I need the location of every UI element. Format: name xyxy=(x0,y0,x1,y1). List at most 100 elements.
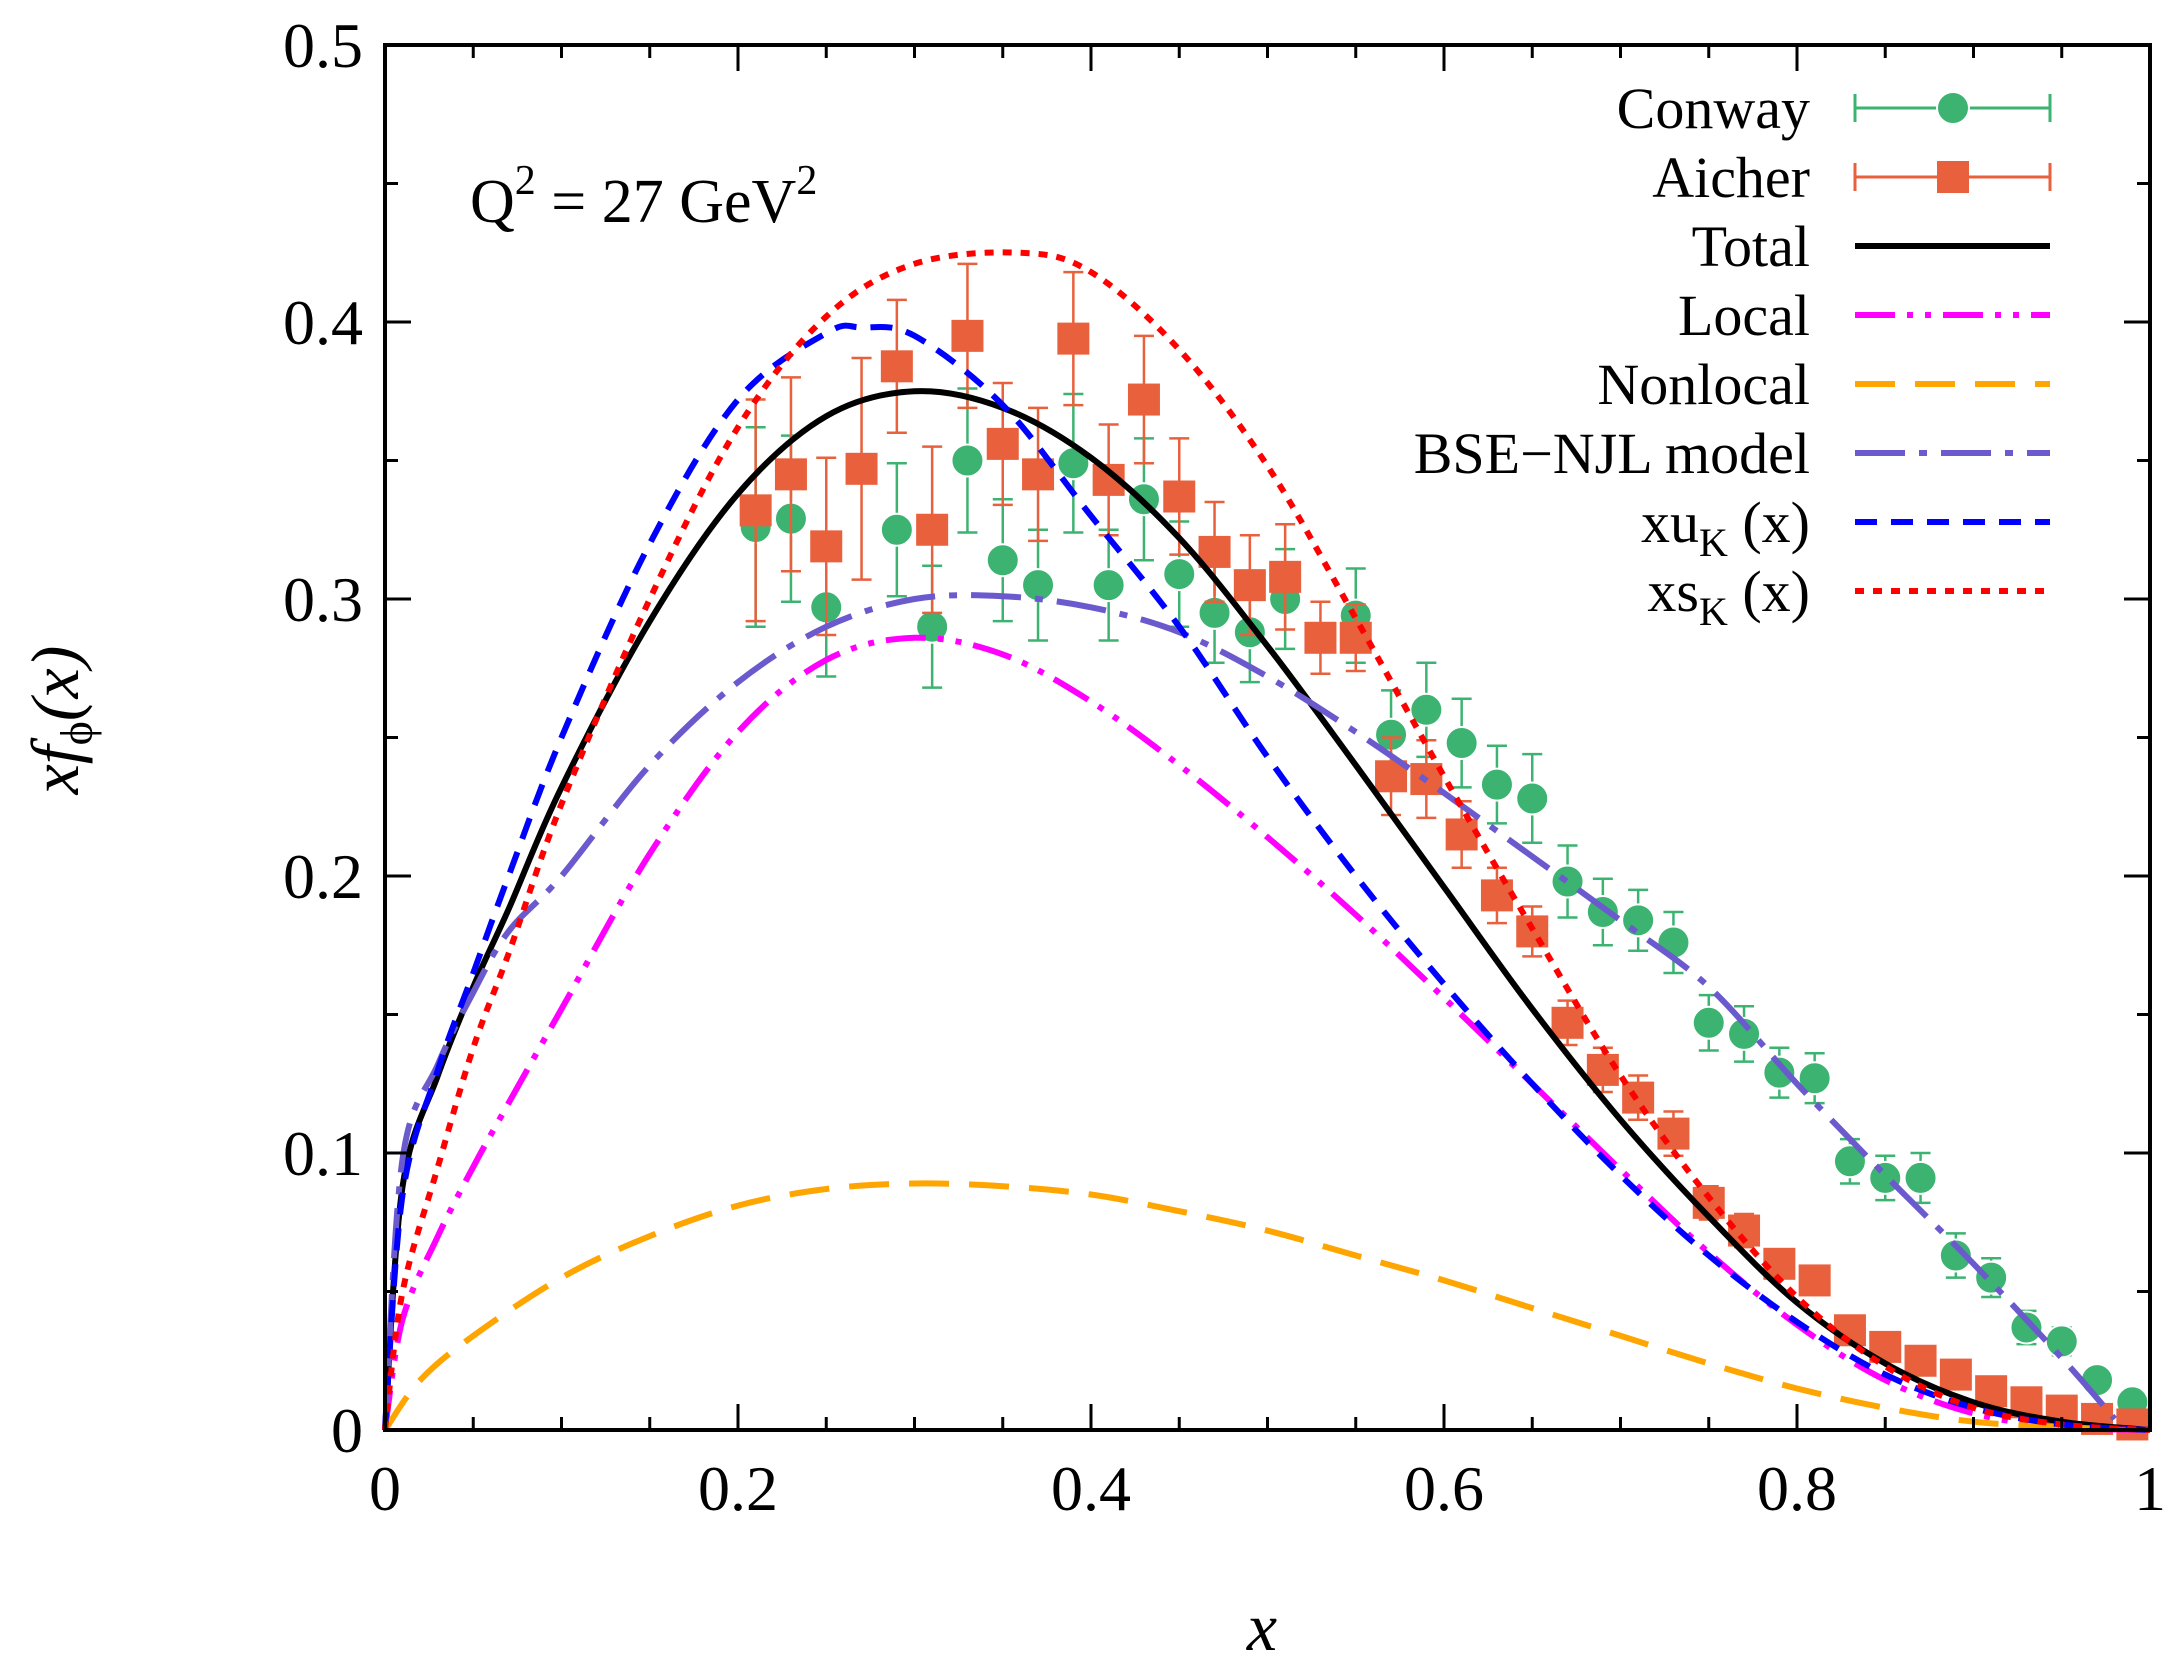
y-axis-title-main: xf xyxy=(17,737,93,795)
conway-point-32 xyxy=(1938,1238,1973,1273)
conway-point-24 xyxy=(1656,925,1691,960)
legend-label-xs: xsK (x) xyxy=(1647,559,1810,634)
y-tick-label-2: 0.2 xyxy=(283,841,363,912)
curves-layer xyxy=(382,249,2151,1433)
aicher-point-21 xyxy=(1480,879,1513,912)
aicher-point-15 xyxy=(1269,560,1302,593)
conway-point-36 xyxy=(2080,1363,2115,1398)
y-tick-label-3: 0.3 xyxy=(283,564,363,635)
legend-label-xu-main: xu xyxy=(1641,490,1699,555)
aicher-point-5 xyxy=(916,513,949,546)
legend-entry-xs: xsK (x) xyxy=(1647,559,2050,634)
conway-point-11 xyxy=(1162,557,1197,592)
y-tick-label-0: 0 xyxy=(331,1395,363,1466)
aicher-point-0 xyxy=(739,494,772,527)
x-tick-label-3: 0.6 xyxy=(1404,1453,1484,1524)
conway-point-18 xyxy=(1444,726,1479,761)
conway-point-34 xyxy=(2009,1310,2044,1345)
legend-label-xs-main: xs xyxy=(1647,559,1699,624)
conway-point-21 xyxy=(1550,864,1585,899)
legend-label-xs-tail: (x) xyxy=(1728,559,1810,624)
conway-point-27 xyxy=(1762,1055,1797,1090)
aicher-point-16 xyxy=(1304,621,1337,654)
y-tick-label-1: 0.1 xyxy=(283,1118,363,1189)
y-tick-label-5: 0.5 xyxy=(283,10,363,81)
legend-entry-local: Local xyxy=(1678,283,2050,348)
curve-total xyxy=(382,388,2151,1433)
conway-point-9 xyxy=(1091,568,1126,603)
x-tick-label-4: 0.8 xyxy=(1757,1453,1837,1524)
curve-nonlocal xyxy=(382,1180,2151,1433)
x-tick-label-2: 0.4 xyxy=(1051,1453,1131,1524)
aicher-point-14 xyxy=(1233,569,1266,602)
legend-label-bse: BSE−NJL model xyxy=(1414,421,1810,486)
conway-point-35 xyxy=(2044,1324,2079,1359)
legend-entry-bse: BSE−NJL model xyxy=(1414,421,2050,486)
legend-entry-aicher: Aicher xyxy=(1652,145,2052,210)
legend-label-xs-sub: K xyxy=(1699,589,1728,634)
aicher-point-11 xyxy=(1127,383,1160,416)
conway-point-3 xyxy=(879,512,914,547)
tick-labels: 0 0.2 0.4 0.6 0.8 1 0 0.1 0.2 0.3 0.4 0.5 xyxy=(283,10,2166,1524)
aicher-point-4 xyxy=(880,350,913,383)
legend-marker-aicher xyxy=(1937,161,1969,193)
legend-label-total: Total xyxy=(1692,214,1810,279)
legend-label-xu: xuK (x) xyxy=(1641,490,1810,565)
legend-entry-nonlocal: Nonlocal xyxy=(1597,352,2050,417)
annotation-base: Q xyxy=(470,168,515,236)
aicher-point-17 xyxy=(1339,621,1372,654)
aicher-point-7 xyxy=(986,427,1019,460)
points-layer xyxy=(738,262,2150,1441)
legend-label-nonlocal: Nonlocal xyxy=(1597,352,1810,417)
curve-xs xyxy=(382,249,2151,1433)
conway-point-23 xyxy=(1621,903,1656,938)
legend-entry-xu: xuK (x) xyxy=(1641,490,2050,565)
aicher-point-6 xyxy=(951,319,984,352)
plot-frame xyxy=(383,43,2152,1432)
legend-label-conway: Conway xyxy=(1617,76,1810,141)
aicher-point-30 xyxy=(1798,1264,1831,1297)
aicher-point-26 xyxy=(1657,1117,1690,1150)
conway-point-28 xyxy=(1797,1061,1832,1096)
x-axis-title: x xyxy=(1246,1589,1277,1665)
aicher-point-2 xyxy=(810,530,843,563)
aicher-point-33 xyxy=(1904,1344,1937,1377)
conway-point-26 xyxy=(1727,1016,1762,1051)
aicher-point-12 xyxy=(1163,480,1196,513)
legend-marker-conway xyxy=(1936,91,1970,125)
conway-point-19 xyxy=(1479,767,1514,802)
curve-bse xyxy=(382,592,2117,1431)
conway-point-25 xyxy=(1691,1005,1726,1040)
aicher-point-3 xyxy=(845,452,878,485)
legend-entry-conway: Conway xyxy=(1617,76,2052,141)
ticks-layer xyxy=(383,43,2152,1432)
aicher-point-39 xyxy=(2116,1408,2149,1441)
x-tick-label-5: 1 xyxy=(2134,1453,2166,1524)
legend-label-aicher: Aicher xyxy=(1652,145,1810,210)
y-axis-title-tail: (x) xyxy=(17,646,93,721)
annotation-exp2: 2 xyxy=(796,158,817,204)
x-tick-label-1: 0.2 xyxy=(698,1453,778,1524)
legend-label-local: Local xyxy=(1678,283,1810,348)
legend-entry-total: Total xyxy=(1692,214,2050,279)
annotation-exp1: 2 xyxy=(515,158,536,204)
aicher-point-9 xyxy=(1057,322,1090,355)
annotation-middle: = 27 GeV xyxy=(536,168,797,236)
conway-point-5 xyxy=(950,443,985,478)
conway-point-20 xyxy=(1515,781,1550,816)
conway-point-31 xyxy=(1903,1160,1938,1195)
legend: Conway Aicher Total Local Nonlocal BSE−N… xyxy=(1414,76,2052,634)
q2-annotation: Q2 = 27 GeV2 xyxy=(470,158,817,236)
conway-point-29 xyxy=(1832,1144,1867,1179)
curve-xu xyxy=(382,322,2151,1433)
aicher-point-23 xyxy=(1551,1006,1584,1039)
x-tick-label-0: 0 xyxy=(369,1453,401,1524)
conway-point-6 xyxy=(985,543,1020,578)
aicher-point-1 xyxy=(774,458,807,491)
y-axis-title-sub: ϕ xyxy=(51,721,102,745)
y-tick-label-4: 0.4 xyxy=(283,287,363,358)
aicher-point-20 xyxy=(1445,818,1478,851)
y-axis-title: xfϕ(x) xyxy=(17,646,102,796)
